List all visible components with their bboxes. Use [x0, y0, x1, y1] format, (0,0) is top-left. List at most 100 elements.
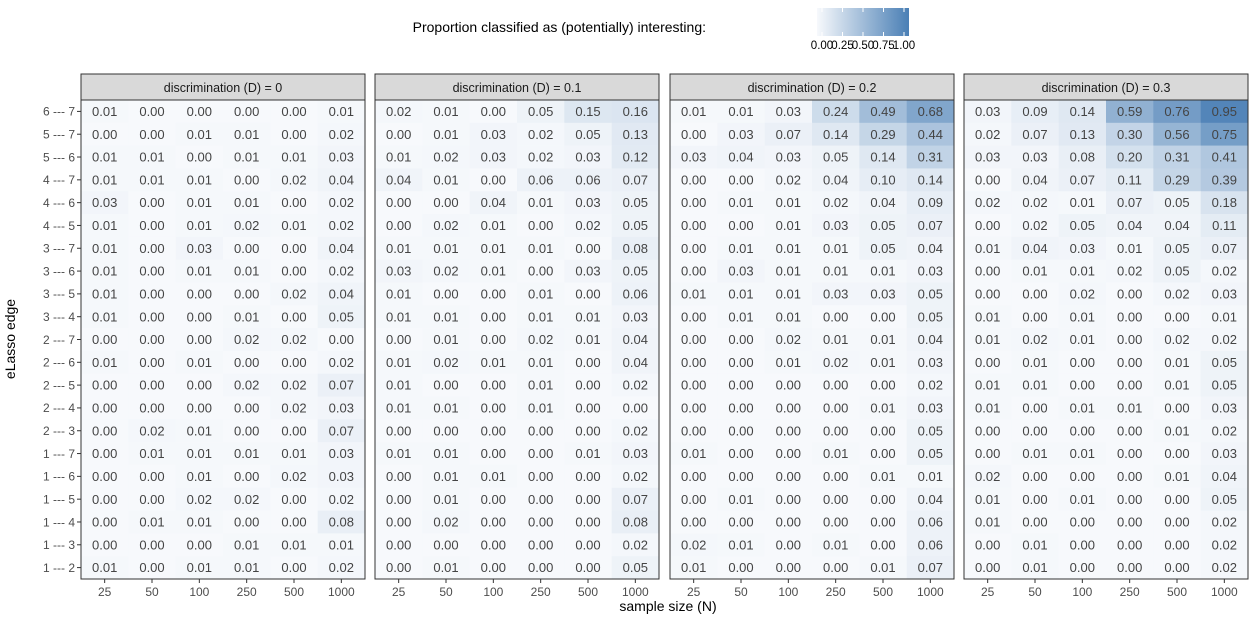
heatmap-cell	[175, 168, 224, 192]
heatmap-cell	[1106, 305, 1154, 329]
x-tick-label: 50	[439, 585, 453, 599]
cell-value-label: 0.00	[92, 378, 117, 393]
heatmap-cell	[764, 168, 813, 192]
heatmap-cell	[317, 556, 366, 580]
heatmap-cell	[375, 487, 423, 511]
cell-value-label: 0.00	[870, 423, 895, 438]
heatmap-cell	[859, 100, 907, 124]
cell-value-label: 0.01	[329, 537, 354, 552]
cell-value-label: 0.00	[623, 401, 648, 416]
cell-value-label: 0.00	[281, 309, 306, 324]
heatmap-cell	[175, 122, 224, 146]
cell-value-label: 0.08	[623, 515, 648, 530]
cell-value-label: 0.00	[433, 378, 458, 393]
heatmap-cell	[906, 191, 955, 215]
heatmap-cell	[1011, 305, 1059, 329]
cell-value-label: 0.01	[776, 218, 801, 233]
heatmap-cell	[375, 396, 423, 420]
heatmap-cell	[223, 373, 271, 397]
heatmap-cell	[270, 556, 318, 580]
heatmap-cell	[469, 373, 518, 397]
heatmap-cell	[611, 464, 660, 489]
heatmap-cell	[859, 442, 907, 466]
cell-value-label: 0.02	[975, 469, 1000, 484]
cell-value-label: 0.00	[234, 423, 259, 438]
heatmap-cell	[317, 464, 366, 489]
facet-panel: discrimination (D) = 0.2 0.01 0.01 0.03 0.24…	[669, 73, 955, 599]
heatmap-cell	[906, 350, 955, 375]
cell-value-label: 0.00	[1117, 332, 1142, 347]
heatmap-cell	[906, 236, 955, 260]
cell-value-label: 0.00	[187, 309, 212, 324]
cell-value-label: 0.00	[481, 286, 506, 301]
cell-value-label: 0.00	[386, 218, 411, 233]
cell-value-label: 0.00	[1022, 469, 1047, 484]
cell-value-label: 0.01	[187, 127, 212, 142]
heatmap-cell	[422, 100, 470, 124]
cell-value-label: 0.01	[1164, 423, 1189, 438]
heatmap-cell	[517, 236, 565, 260]
cell-value-label: 0.00	[1117, 309, 1142, 324]
cell-value-label: 0.04	[623, 355, 648, 370]
heatmap-cell	[717, 282, 765, 306]
cell-value-label: 0.14	[870, 150, 895, 165]
cell-value-label: 0.01	[776, 264, 801, 279]
heatmap-cell	[1153, 487, 1201, 511]
heatmap-cell	[717, 214, 765, 238]
heatmap-cell	[1106, 464, 1154, 489]
cell-value-label: 0.00	[139, 127, 164, 142]
x-tick-label: 500	[1167, 585, 1187, 599]
heatmap-cell	[517, 191, 565, 215]
cell-value-label: 0.00	[681, 127, 706, 142]
cell-value-label: 0.00	[575, 423, 600, 438]
y-tick-label: 3 --- 7	[43, 242, 75, 256]
cell-value-label: 0.02	[1212, 537, 1237, 552]
heatmap-cell	[964, 236, 1012, 260]
heatmap-cell	[375, 419, 423, 443]
heatmap-cell	[1153, 236, 1201, 260]
heatmap-cell	[670, 168, 718, 192]
cell-value-label: 0.00	[481, 401, 506, 416]
heatmap-cell	[375, 214, 423, 238]
cell-value-label: 0.29	[870, 127, 895, 142]
heatmap-cell	[317, 350, 366, 375]
heatmap-cell	[1058, 396, 1107, 420]
heatmap-cell	[175, 350, 224, 375]
cell-value-label: 0.02	[623, 423, 648, 438]
cell-value-label: 0.03	[728, 127, 753, 142]
cell-value-label: 0.05	[329, 309, 354, 324]
heatmap-cell	[1106, 442, 1154, 466]
heatmap-cell	[469, 191, 518, 215]
heatmap-cell	[1200, 122, 1249, 146]
cell-value-label: 0.00	[681, 469, 706, 484]
cell-value-label: 0.01	[433, 492, 458, 507]
cell-value-label: 0.00	[681, 401, 706, 416]
cell-value-label: 0.01	[681, 560, 706, 575]
heatmap-cell	[859, 282, 907, 306]
cell-value-label: 0.15	[575, 104, 600, 119]
cell-value-label: 0.08	[623, 241, 648, 256]
cell-value-label: 0.01	[823, 537, 848, 552]
cell-value-label: 0.00	[234, 355, 259, 370]
cell-value-label: 0.01	[1164, 469, 1189, 484]
heatmap-cell	[1200, 487, 1249, 511]
cell-value-label: 0.00	[681, 264, 706, 279]
heatmap-cell	[270, 259, 318, 283]
cell-value-label: 0.00	[481, 172, 506, 187]
cell-value-label: 0.05	[918, 309, 943, 324]
y-tick-label: 1 --- 2	[43, 561, 75, 575]
cell-value-label: 0.01	[187, 515, 212, 530]
cell-value-label: 0.00	[575, 560, 600, 575]
cell-value-label: 0.05	[623, 264, 648, 279]
cell-value-label: 0.06	[528, 172, 553, 187]
cell-value-label: 0.01	[870, 401, 895, 416]
heatmap-cell	[812, 510, 860, 534]
cell-value-label: 0.03	[329, 150, 354, 165]
heatmap-cell	[670, 100, 718, 124]
cell-value-label: 0.01	[433, 469, 458, 484]
heatmap-cell	[859, 396, 907, 420]
heatmap-cell	[564, 214, 612, 238]
cell-value-label: 0.02	[433, 150, 458, 165]
heatmap-cell	[1011, 350, 1059, 375]
cell-value-label: 0.00	[139, 104, 164, 119]
